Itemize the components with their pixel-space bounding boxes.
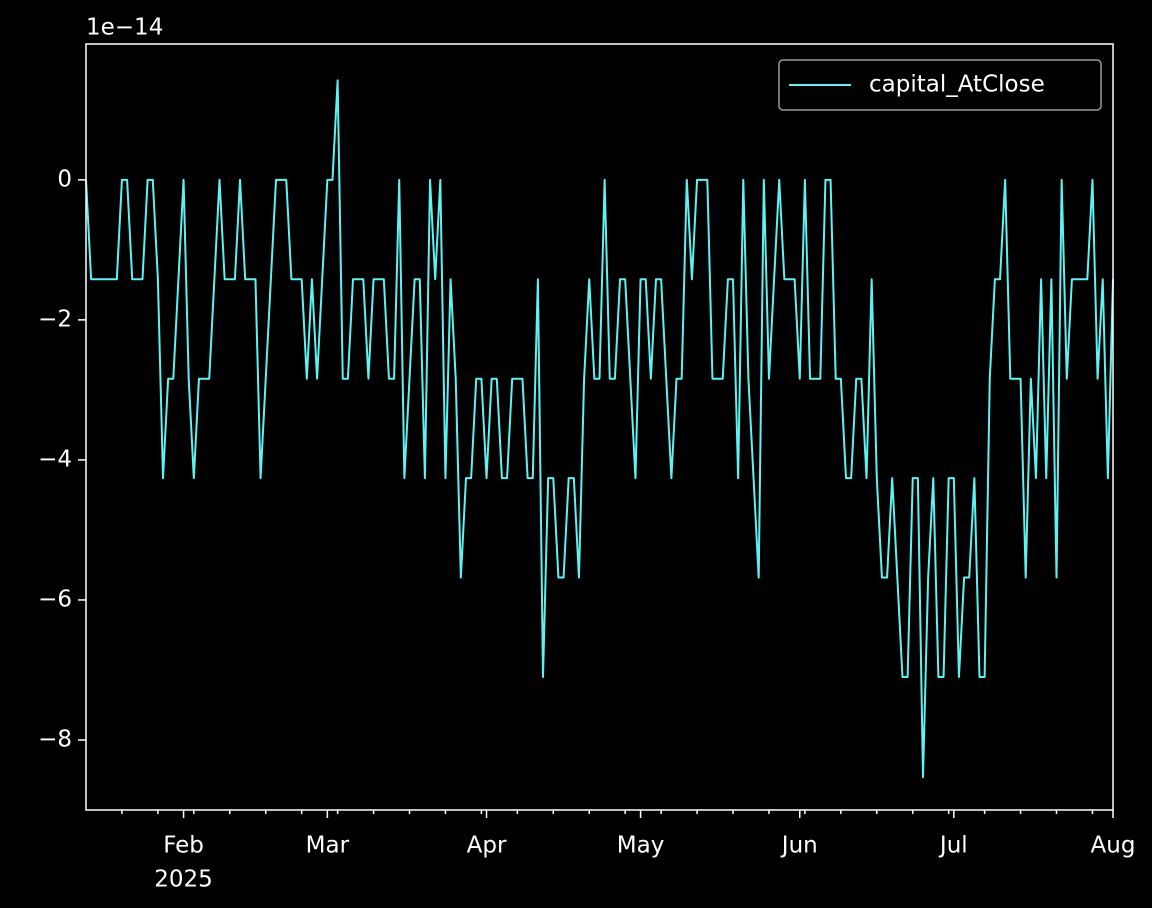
x-offset-label: 2025	[154, 867, 213, 893]
y-tick-label: −6	[38, 586, 72, 612]
y-tick-label: 0	[57, 166, 72, 192]
y-tick-label: −8	[38, 726, 72, 752]
plot-frame	[85, 43, 1114, 811]
x-tick-label: Apr	[467, 833, 507, 859]
x-tick-label: Jun	[780, 833, 818, 859]
x-tick-label: Jul	[938, 833, 968, 859]
legend-label: capital_AtClose	[869, 72, 1045, 98]
x-tick-label: May	[617, 833, 665, 859]
x-tick-label: Mar	[306, 833, 350, 859]
y-offset-label: 1e−14	[86, 15, 163, 41]
x-tick-label: Aug	[1091, 833, 1136, 859]
data-line	[85, 79, 1114, 779]
y-tick-label: −2	[38, 306, 72, 332]
legend-box	[778, 59, 1102, 111]
x-tick-label: Feb	[163, 833, 204, 859]
y-tick-label: −4	[38, 446, 72, 472]
